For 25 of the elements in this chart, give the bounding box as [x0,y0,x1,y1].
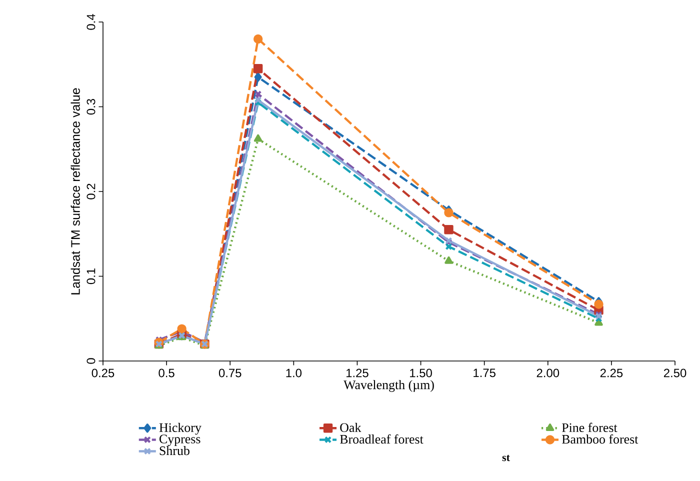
y-tick-label: 0.1 [86,268,96,284]
legend-label: Shrub [160,446,190,456]
x-tick-label: 2.00 [536,368,560,378]
x-tick-label: 0.5 [158,368,174,378]
y-tick-label: 0.2 [86,184,96,200]
x-tick-label: 1.25 [346,368,368,378]
legend-label: Bamboo forest [562,434,638,444]
legend-label: Broadleaf forest [340,434,424,444]
legend-label: Cypress [160,434,200,446]
y-axis-title: Landsat TM surface reflectance value [70,88,80,294]
y-tick-label: 0 [86,358,96,364]
x-tick-label: 2.50 [664,368,686,378]
legend-label: Pine forest [562,422,618,432]
x-tick-label: 1.75 [474,368,496,378]
legend-label: Oak [340,422,362,432]
x-tick-label: 1.0 [286,368,302,378]
x-axis-title: Wavelength (µm) [344,380,434,392]
x-tick-label: 0.75 [218,368,242,378]
x-tick-label: 2.25 [600,368,623,378]
text: st [502,454,510,462]
x-tick-label: 0.25 [92,368,114,378]
y-tick-label: 0.4 [86,14,96,30]
x-tick-label: 1.50 [410,368,432,378]
y-tick-label: 0.3 [86,98,96,115]
legend-label: Hickory [159,422,202,435]
